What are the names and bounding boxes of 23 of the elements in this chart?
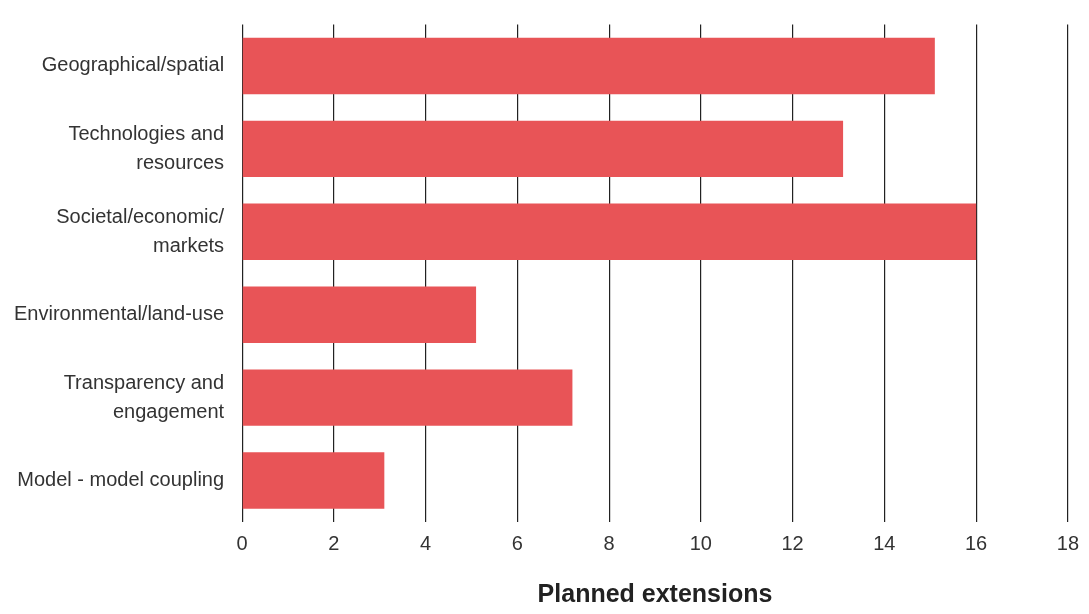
x-tick-label: 4 [420, 531, 432, 554]
bar [242, 120, 844, 178]
x-tick-label: 0 [236, 531, 248, 554]
y-tick-label: Societal/economic/markets [56, 204, 225, 256]
bar [242, 286, 477, 343]
bar [242, 369, 573, 426]
bar [242, 37, 935, 95]
x-tick-label: 8 [603, 531, 615, 554]
y-tick-label: Geographical/spatial [41, 53, 225, 76]
y-tick-label: Environmental/land-use [13, 302, 225, 325]
x-axis-title: Planned extensions [537, 578, 773, 607]
y-tick-label: Transparency and engagement [63, 370, 225, 422]
bar [242, 452, 385, 509]
x-tick-label: 6 [511, 531, 523, 554]
x-tick-label: 14 [873, 531, 896, 554]
x-tick-label: 2 [328, 531, 340, 554]
y-tick-label: Technologies and resources [68, 121, 225, 173]
y-tick-label: Model - model coupling [17, 468, 225, 491]
x-tick-label: 12 [781, 531, 804, 554]
bar [242, 203, 977, 260]
x-tick-label: 10 [689, 531, 712, 554]
x-tick-label: 18 [1056, 531, 1079, 554]
x-tick-label: 16 [965, 531, 988, 554]
